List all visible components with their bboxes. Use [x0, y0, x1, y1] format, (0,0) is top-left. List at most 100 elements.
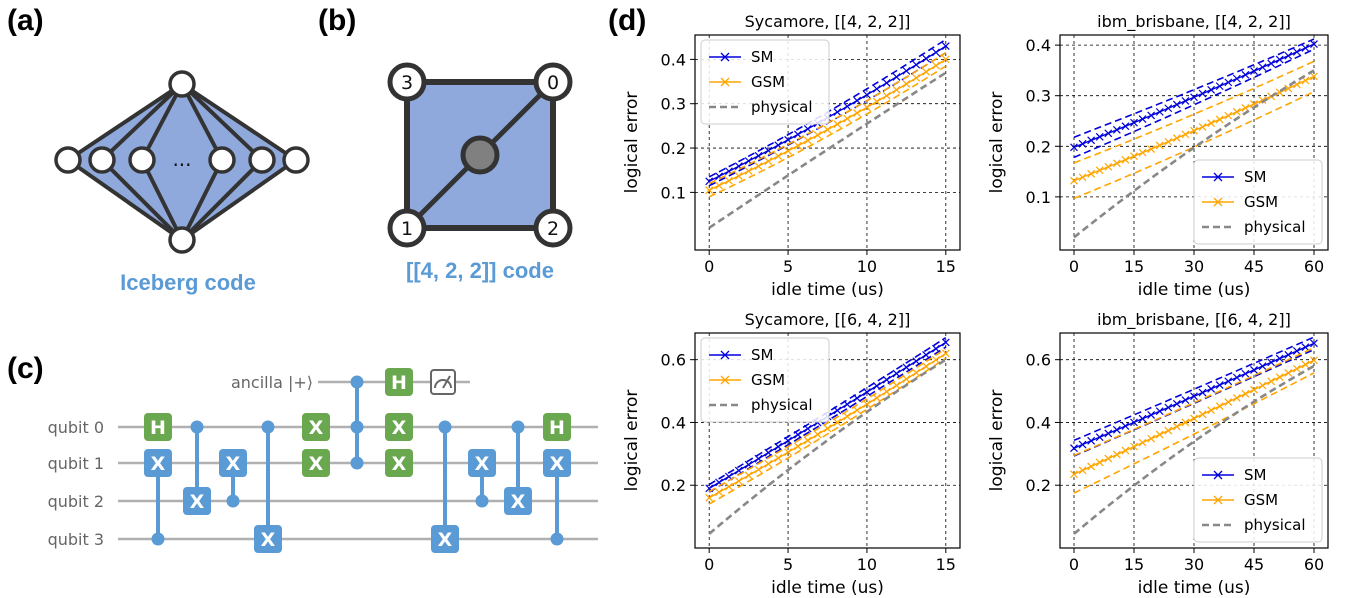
- x-tick-label: 0: [1069, 257, 1079, 276]
- series-gsm-marker: [715, 488, 723, 497]
- series-sm-marker: [715, 172, 723, 181]
- series-sm-marker: [1087, 136, 1096, 145]
- series-gsm-marker: [1104, 454, 1113, 463]
- series-gsm-marker: [823, 125, 832, 134]
- cnot-target: [144, 449, 172, 477]
- series-gsm-marker: [853, 406, 862, 415]
- series-sm-marker: [833, 406, 842, 415]
- series-gsm-marker: [892, 85, 901, 94]
- x-tick-label: 60: [1304, 555, 1324, 574]
- series-gsm-upper: [708, 348, 947, 493]
- plot-title: Sycamore, [[4, 2, 2]]: [745, 12, 911, 31]
- series-gsm-marker: [1095, 166, 1104, 175]
- series-sm-marker: [1121, 422, 1130, 431]
- node-label-1: 1: [401, 218, 413, 240]
- series-sm-marker: [902, 66, 911, 75]
- y-tick-label: 0.2: [1026, 476, 1051, 495]
- series-sm-marker: [1275, 354, 1284, 363]
- series-sm-marker: [853, 394, 862, 403]
- series-gsm-marker: [803, 136, 812, 145]
- iceberg-code-diagram: ...: [54, 70, 310, 254]
- series-sm-marker: [1284, 350, 1293, 359]
- series-gsm-marker: [803, 436, 812, 445]
- x-tick-label: 5: [783, 555, 793, 574]
- series-gsm-marker: [1190, 126, 1198, 135]
- x-tick-label: 0: [704, 555, 714, 574]
- cnot-target-label: X: [151, 453, 166, 475]
- series-gsm-marker: [922, 67, 931, 76]
- series-gsm-marker: [1207, 119, 1216, 128]
- h-gate-label: H: [391, 372, 407, 394]
- series-sm-marker: [1155, 407, 1164, 416]
- series-gsm-marker: [902, 375, 911, 383]
- series-sm-marker: [882, 375, 891, 384]
- panel-label-b: (b): [318, 4, 357, 37]
- series-gsm-marker: [1224, 111, 1233, 120]
- cnot-target-label: X: [511, 491, 526, 513]
- series-gsm-marker: [1310, 72, 1318, 81]
- series-gsm-marker: [1241, 389, 1250, 398]
- plot-brisbane-642: ibm_brisbane, [[6, 4, 2]] 0 15 30 45 60 0.2 0.4…: [987, 310, 1329, 598]
- plot-title: Sycamore, [[6, 4, 2]]: [745, 310, 911, 329]
- x-axis-label: idle time (us): [1138, 280, 1251, 300]
- series-sm-marker: [784, 436, 792, 445]
- series-gsm-marker: [1198, 410, 1207, 419]
- series-sm-marker: [1138, 414, 1147, 423]
- series-gsm-marker: [724, 176, 733, 185]
- series-sm-marker: [1172, 100, 1181, 109]
- series-gsm-marker: [941, 55, 950, 64]
- cnot-target-label: X: [226, 453, 241, 475]
- series-gsm-marker: [1130, 442, 1138, 451]
- series-sm-marker: [1078, 139, 1087, 148]
- y-tick-label: 0.6: [1026, 351, 1051, 370]
- x-gate-label: X: [309, 453, 324, 475]
- x-tick-label: 10: [857, 257, 877, 276]
- series-gsm-marker: [892, 381, 901, 390]
- series-gsm-marker: [1172, 134, 1181, 142]
- series-sm-marker: [922, 350, 931, 359]
- plot-frame: [694, 332, 961, 549]
- legend-label: physical: [751, 396, 813, 414]
- series-sm-marker: [1224, 377, 1233, 386]
- y-tick-label: 0.6: [661, 351, 686, 370]
- series-sm-marker: [922, 54, 931, 63]
- series-gsm-marker: [1215, 115, 1224, 124]
- y-tick-label: 0.3: [1026, 87, 1051, 106]
- series-sm-marker: [1095, 132, 1104, 141]
- series-gsm-marker: [1284, 369, 1293, 377]
- cnot-target-label: X: [550, 453, 565, 475]
- series-gsm-marker: [1070, 176, 1078, 185]
- x-axis-label: idle time (us): [771, 578, 884, 598]
- series-sm-marker: [1207, 85, 1216, 94]
- x-axis-label: idle time (us): [1138, 578, 1251, 598]
- panel-label-c: (c): [7, 352, 44, 385]
- series-gsm-marker: [1104, 162, 1113, 171]
- series-sm-marker: [1147, 111, 1156, 120]
- x-tick-label: 5: [783, 257, 793, 276]
- series-gsm-marker: [1112, 450, 1121, 459]
- cnot-target: [468, 449, 496, 477]
- control-dot: [350, 375, 364, 389]
- series-gsm-marker: [1275, 373, 1284, 382]
- series-sm-marker: [1232, 74, 1241, 83]
- legend-marker: [1213, 495, 1223, 505]
- series-sm-marker: [1267, 59, 1276, 68]
- series-sm-marker: [1190, 392, 1198, 401]
- x-gate: [302, 449, 330, 477]
- series-gsm-marker: [932, 355, 940, 364]
- x-gate: [385, 413, 413, 441]
- legend-label: physical: [751, 98, 813, 116]
- y-axis-label: logical error: [987, 390, 1007, 492]
- series-gsm-marker: [793, 442, 802, 451]
- series-gsm-marker: [1198, 123, 1207, 131]
- series-sm-marker: [1181, 97, 1190, 105]
- legend-box: [1193, 457, 1323, 543]
- cnot-target: [431, 525, 459, 553]
- legend-label: SM: [1244, 466, 1266, 484]
- legend-label: SM: [1244, 168, 1266, 186]
- series-sm-marker: [1190, 93, 1198, 102]
- series-gsm-marker: [912, 73, 921, 82]
- series-sm-marker: [1250, 366, 1258, 374]
- control-dot: [261, 420, 275, 434]
- series-gsm-lower: [708, 65, 947, 198]
